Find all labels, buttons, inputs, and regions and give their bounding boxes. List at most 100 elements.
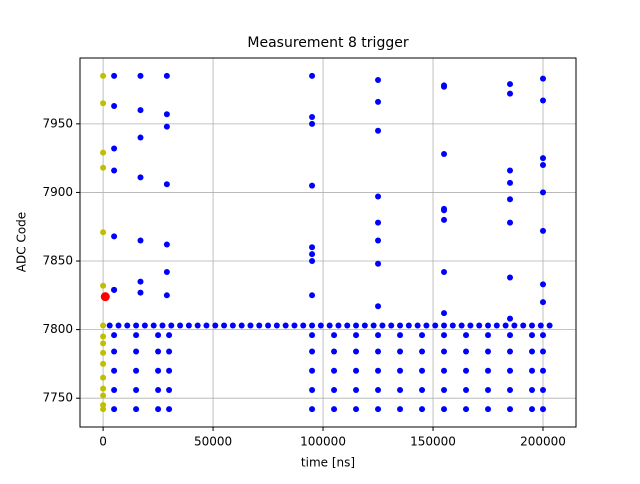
point (540, 406, 547, 413)
point (405, 322, 412, 329)
point (419, 367, 426, 374)
point (166, 332, 173, 339)
point (100, 333, 107, 340)
point (441, 332, 448, 339)
point (100, 72, 107, 79)
point (375, 193, 382, 200)
point (111, 332, 118, 339)
point (124, 322, 131, 329)
point (133, 322, 140, 329)
point (331, 348, 338, 355)
point (111, 233, 118, 240)
point (423, 322, 430, 329)
point (238, 322, 245, 329)
point (273, 322, 280, 329)
point (375, 332, 382, 339)
point (540, 189, 547, 196)
point (441, 322, 448, 329)
point (467, 322, 474, 329)
point (212, 322, 219, 329)
point (375, 386, 382, 393)
point (458, 322, 465, 329)
point (163, 241, 170, 248)
point (309, 406, 316, 413)
point (353, 332, 360, 339)
point (529, 386, 536, 393)
point (485, 386, 492, 393)
point (463, 332, 470, 339)
point (168, 322, 175, 329)
point (529, 348, 536, 355)
point (133, 348, 140, 355)
point (155, 367, 162, 374)
point (163, 292, 170, 299)
point (414, 322, 421, 329)
y-tick-label: 7850 (42, 254, 73, 268)
point (441, 205, 448, 212)
point (540, 75, 547, 82)
point (309, 182, 316, 189)
point (520, 322, 527, 329)
point (370, 322, 377, 329)
point (397, 332, 404, 339)
point (397, 386, 404, 393)
point (100, 149, 107, 156)
point (485, 367, 492, 374)
point (291, 322, 298, 329)
point (309, 348, 316, 355)
point (432, 322, 439, 329)
point (546, 322, 553, 329)
point (111, 145, 118, 152)
point (449, 322, 456, 329)
point (353, 386, 360, 393)
point (441, 268, 448, 275)
point (166, 367, 173, 374)
point (361, 322, 368, 329)
x-tick-label: 100000 (300, 435, 346, 449)
point (155, 386, 162, 393)
point (344, 322, 351, 329)
point (463, 406, 470, 413)
point (441, 406, 448, 413)
point (221, 322, 228, 329)
point (309, 386, 316, 393)
point (137, 278, 144, 285)
point (247, 322, 254, 329)
point (282, 322, 289, 329)
point (137, 289, 144, 296)
point (155, 348, 162, 355)
point (137, 107, 144, 114)
point (502, 322, 509, 329)
point (485, 406, 492, 413)
point (463, 367, 470, 374)
point (100, 322, 107, 329)
chart-title: Measurement 8 trigger (247, 35, 408, 51)
point (493, 322, 500, 329)
point (309, 292, 316, 299)
plot-frame (79, 57, 577, 428)
point (375, 98, 382, 105)
point (100, 374, 107, 381)
point (309, 332, 316, 339)
point (177, 322, 184, 329)
point (326, 322, 333, 329)
x-tick-label: 0 (99, 435, 107, 449)
point (163, 111, 170, 118)
point (133, 332, 140, 339)
point (100, 229, 107, 236)
point (194, 322, 201, 329)
point (540, 155, 547, 162)
point (100, 392, 107, 399)
point (137, 174, 144, 181)
point (507, 367, 514, 374)
point (111, 103, 118, 110)
point (100, 164, 107, 171)
point (507, 90, 514, 97)
point (507, 219, 514, 226)
point (485, 332, 492, 339)
point (507, 274, 514, 281)
point (309, 244, 316, 251)
point (100, 385, 107, 392)
point (133, 386, 140, 393)
